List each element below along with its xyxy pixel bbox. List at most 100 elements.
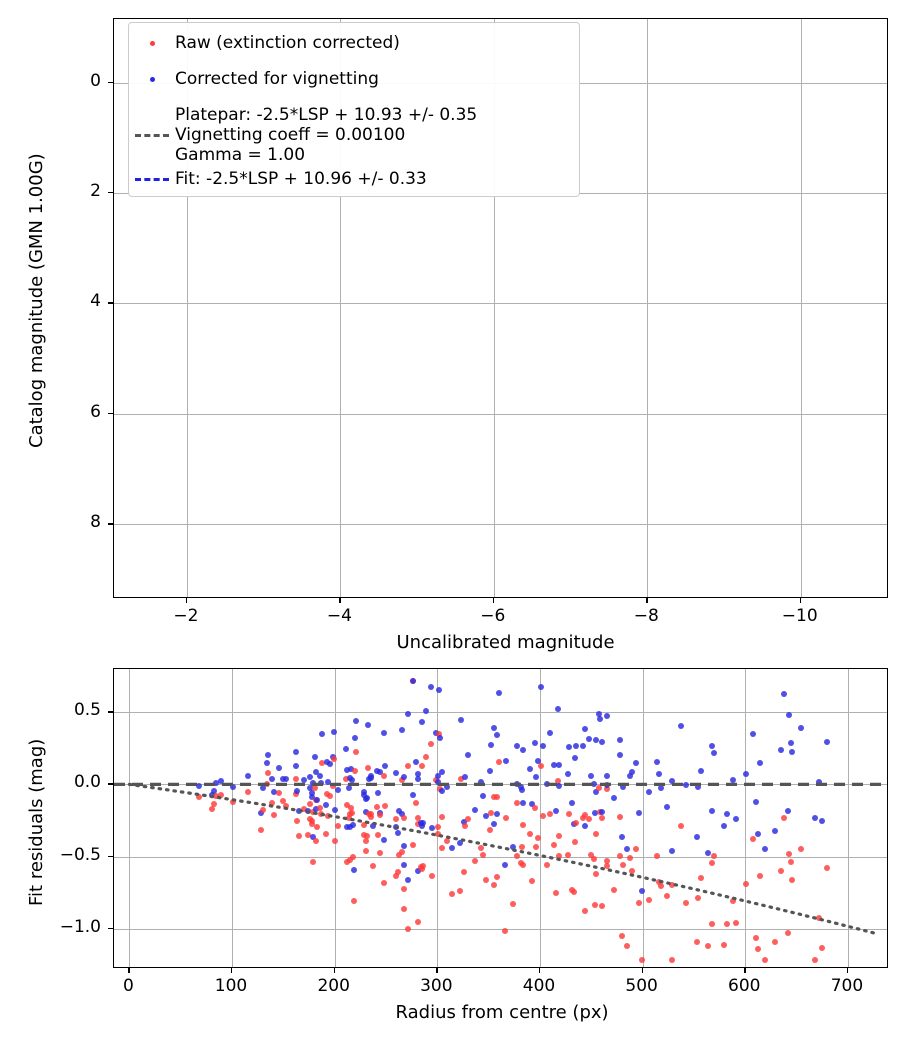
raw-residual-point — [393, 815, 400, 822]
calibration-gridline-vertical — [340, 19, 342, 597]
corrected-residual-point — [566, 743, 573, 750]
raw-residual-point — [257, 826, 264, 833]
raw-residual-point — [480, 851, 487, 858]
corrected-residual-point — [724, 810, 731, 817]
corrected-residual-point — [534, 757, 541, 764]
raw-residual-point — [350, 854, 356, 861]
raw-residual-point — [753, 934, 760, 941]
corrected-residual-point — [414, 771, 421, 778]
raw-residual-point — [461, 868, 468, 875]
residuals-x-tick-label: 700 — [830, 976, 864, 996]
corrected-residual-point — [381, 836, 388, 843]
corrected-residual-point — [749, 730, 756, 737]
raw-residual-point — [519, 844, 526, 851]
raw-residual-point — [292, 775, 299, 782]
raw-residual-point — [306, 800, 313, 807]
residuals-y-tick-label: −1.0 — [59, 916, 101, 937]
raw-residual-point — [394, 869, 401, 876]
calibration-y-tick — [108, 302, 113, 304]
corrected-residual-point — [217, 777, 224, 784]
residuals-y-axis-label: Fit residuals (mag) — [26, 738, 47, 906]
raw-residual-point — [654, 853, 661, 860]
raw-residual-point — [503, 815, 510, 822]
raw-residual-point — [529, 877, 536, 884]
corrected-residual-point — [510, 843, 517, 850]
raw-residual-point — [313, 824, 320, 831]
raw-residual-point — [708, 921, 715, 928]
corrected-residual-point — [374, 789, 381, 796]
corrected-residual-point — [664, 803, 671, 810]
legend-marker-dash — [135, 177, 169, 181]
raw-residual-point — [330, 756, 337, 763]
raw-residual-point — [401, 905, 408, 912]
raw-residual-point — [633, 846, 640, 853]
raw-residual-point — [824, 864, 831, 871]
corrected-residual-point — [582, 822, 589, 829]
raw-residual-point — [332, 838, 339, 845]
raw-residual-point — [552, 889, 559, 896]
legend-entry: Platepar: -2.5*LSP + 10.93 +/- 0.35 Vign… — [129, 105, 581, 165]
raw-residual-point — [510, 900, 517, 907]
corrected-residual-point — [580, 742, 587, 749]
corrected-residual-point — [694, 783, 701, 790]
corrected-residual-point — [564, 771, 571, 778]
calibration-legend: Raw (extinction corrected) Corrected for … — [128, 22, 580, 197]
raw-residual-point — [777, 868, 784, 875]
corrected-residual-point — [410, 792, 417, 799]
corrected-residual-point — [415, 776, 422, 783]
calibration-x-tick-label: −2 — [173, 606, 199, 626]
raw-residual-point — [629, 868, 636, 875]
residuals-x-tick-label: 100 — [214, 976, 248, 996]
corrected-residual-point — [771, 828, 778, 835]
raw-residual-point — [362, 848, 369, 855]
calibration-y-tick-label: 0 — [90, 70, 101, 91]
corrected-residual-point — [586, 736, 593, 743]
corrected-residual-point — [350, 821, 356, 828]
raw-residual-point — [639, 957, 646, 964]
calibration-x-tick-label: −8 — [633, 606, 659, 626]
raw-residual-point — [400, 885, 407, 892]
raw-residual-point — [351, 898, 358, 905]
corrected-residual-point — [319, 730, 326, 737]
residuals-gridline-vertical — [129, 669, 131, 967]
corrected-residual-point — [313, 797, 320, 804]
calibration-y-tick — [108, 523, 113, 525]
corrected-residual-point — [323, 801, 330, 808]
residuals-x-tick — [333, 968, 336, 973]
raw-residual-point — [694, 894, 701, 901]
raw-residual-point — [617, 853, 624, 860]
corrected-residual-point — [743, 770, 750, 777]
calibration-gridline-vertical — [493, 19, 495, 597]
corrected-residual-point — [405, 710, 412, 717]
corrected-residual-point — [753, 799, 760, 806]
corrected-residual-point — [363, 794, 370, 801]
raw-residual-point — [532, 844, 539, 851]
raw-residual-point — [586, 815, 593, 822]
calibration-x-tick-label: −6 — [480, 606, 506, 626]
raw-residual-point — [381, 803, 388, 810]
raw-residual-point — [365, 765, 372, 772]
corrected-residual-point — [230, 784, 237, 791]
residuals-y-tick — [108, 783, 113, 785]
raw-residual-point — [259, 807, 266, 814]
corrected-residual-point — [619, 834, 626, 841]
corrected-residual-point — [656, 771, 663, 778]
raw-residual-point — [724, 920, 731, 927]
calibration-gridline-vertical — [647, 19, 649, 597]
residuals-gridline-vertical — [745, 669, 747, 967]
corrected-residual-point — [555, 761, 562, 768]
residuals-gridline-vertical — [334, 669, 336, 967]
corrected-residual-point — [532, 773, 539, 780]
corrected-residual-point — [490, 725, 497, 732]
residuals-x-tick-label: 0 — [122, 976, 134, 996]
raw-residual-point — [195, 794, 202, 801]
corrected-residual-point — [393, 770, 400, 777]
corrected-residual-point — [617, 737, 624, 744]
corrected-residual-point — [351, 735, 358, 742]
corrected-residual-point — [761, 845, 768, 852]
raw-residual-point — [464, 816, 471, 823]
raw-residual-point — [546, 811, 553, 818]
raw-residual-point — [398, 776, 405, 783]
raw-residual-point — [435, 730, 442, 737]
raw-residual-point — [531, 805, 538, 812]
